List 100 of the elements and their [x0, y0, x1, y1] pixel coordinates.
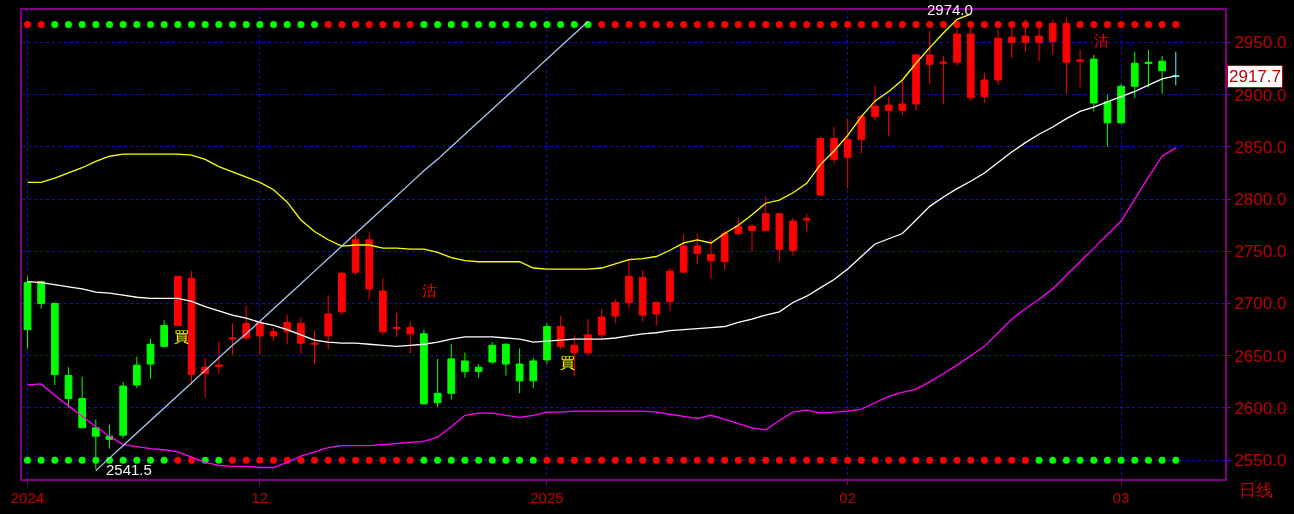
candlestick	[64, 366, 73, 409]
candlestick	[1130, 51, 1139, 99]
candlestick	[652, 300, 661, 326]
candlestick	[707, 238, 715, 279]
x-tick-label: 03	[1112, 489, 1130, 506]
candlestick	[1062, 16, 1071, 95]
candlestick	[392, 312, 401, 338]
candlestick	[37, 280, 45, 310]
candlestick	[160, 319, 169, 348]
candlestick	[980, 72, 989, 104]
candlestick	[871, 84, 879, 122]
candlestick	[775, 213, 784, 263]
candlestick	[597, 308, 606, 340]
candlestick	[1117, 83, 1125, 125]
candlestick	[543, 322, 551, 365]
candlestick	[638, 269, 647, 322]
candlestick	[556, 315, 565, 350]
candlestick	[1103, 94, 1112, 148]
line-series	[26, 13, 972, 270]
candlestick	[857, 113, 866, 154]
text: 2917.7	[1229, 67, 1281, 86]
candlestick	[1171, 51, 1180, 86]
y-tick-label: 2650.0	[1234, 346, 1287, 366]
candlestick	[584, 318, 592, 357]
candlestick	[338, 271, 346, 316]
candlestick	[146, 338, 155, 380]
y-tick-label: 2900.0	[1234, 85, 1287, 105]
candlestick	[816, 135, 825, 197]
candlestick	[884, 96, 893, 137]
candlestick	[693, 233, 702, 265]
candlestick	[529, 357, 538, 389]
candlestick	[994, 29, 1002, 86]
y-tick-label: 2950.0	[1234, 33, 1287, 53]
candlestick	[406, 320, 415, 355]
candlestick	[748, 223, 756, 252]
x-tick-label: 02	[839, 489, 857, 506]
candlestick	[297, 316, 305, 355]
candlestick	[78, 376, 86, 429]
candlestick	[256, 320, 264, 356]
y-tick-label: 2800.0	[1234, 190, 1287, 210]
candlestick	[679, 234, 688, 274]
candlestick	[720, 229, 729, 271]
candlestick	[761, 195, 770, 232]
annotation: 2541.5	[106, 461, 152, 478]
y-tick-label: 2600.0	[1234, 398, 1287, 418]
candlestick	[324, 294, 333, 350]
candlestick	[789, 217, 797, 256]
x-tick-label: 2025	[530, 489, 564, 506]
candlestick	[488, 341, 497, 365]
candlestick	[515, 347, 524, 394]
candlestick	[50, 301, 59, 386]
candlestick	[953, 29, 961, 66]
candlestick	[1076, 49, 1084, 88]
y-tick-label: 2550.0	[1234, 451, 1287, 471]
candlestick	[666, 267, 674, 312]
candlestick	[242, 305, 251, 341]
candlestick	[173, 275, 182, 326]
candlestick	[310, 330, 319, 365]
annotation: 沽	[1094, 32, 1109, 49]
candlestick	[461, 352, 469, 379]
candlestick	[802, 213, 811, 232]
candlestick	[830, 126, 838, 166]
candlestick	[843, 118, 852, 190]
candlestick	[215, 340, 223, 374]
y-tick-label: 2850.0	[1234, 137, 1287, 157]
candlestick	[898, 80, 907, 116]
candlestick	[228, 322, 237, 356]
candlestick	[625, 259, 633, 310]
candlestick	[1021, 18, 1030, 53]
candlestick	[611, 298, 620, 324]
candlestick	[447, 343, 456, 401]
candlestick	[433, 358, 442, 408]
candlestick	[91, 418, 100, 470]
annotation: 2974.0	[927, 1, 973, 18]
y-tick-label: 2750.0	[1234, 242, 1287, 262]
text: 日线	[1239, 481, 1273, 500]
candlestick	[912, 53, 920, 111]
candlestick	[1089, 54, 1098, 112]
x-tick-label: 2024	[10, 489, 45, 506]
candlestick	[734, 217, 743, 237]
x-tick-label: 12	[251, 489, 269, 506]
candlestick	[23, 275, 32, 349]
candlestick	[379, 277, 387, 336]
annotation: 沽	[422, 282, 437, 299]
candlestick	[939, 55, 948, 105]
candlestick	[119, 381, 128, 439]
candlestick	[474, 363, 483, 379]
candlestick	[187, 270, 196, 386]
candlestick	[420, 329, 428, 406]
line-series	[26, 75, 1177, 347]
candlestick	[1048, 18, 1057, 56]
candlestick	[502, 342, 510, 377]
candlestick	[1144, 49, 1153, 88]
candlestick	[351, 231, 360, 276]
candlestick	[269, 327, 278, 342]
candlestick	[1158, 55, 1166, 95]
candlestick	[925, 30, 934, 85]
candlestick	[132, 356, 141, 389]
candlestick	[365, 230, 374, 300]
y-tick-label: 2700.0	[1234, 294, 1287, 314]
